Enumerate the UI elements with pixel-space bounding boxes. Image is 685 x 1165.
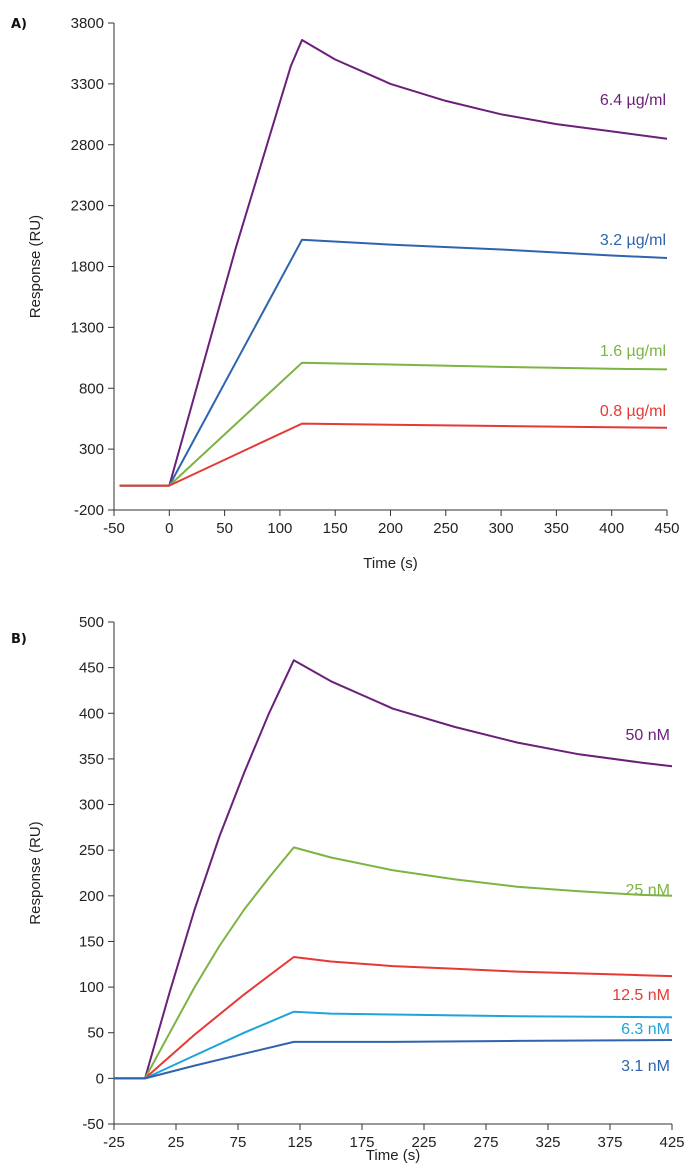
x-tick-label: 350 <box>544 520 569 537</box>
y-tick-label: 3800 <box>71 15 104 32</box>
series-line <box>114 846 673 1080</box>
y-tick-label: 2300 <box>71 198 104 215</box>
x-tick-label: 25 <box>168 1134 185 1151</box>
panel-label: A) <box>11 17 27 32</box>
x-axis-title: Time (s) <box>363 555 417 572</box>
y-tick-label: 450 <box>79 660 104 677</box>
series-label: 3.1 nM <box>621 1058 670 1075</box>
y-tick-label: -50 <box>82 1116 104 1133</box>
y-tick-label: 2800 <box>71 137 104 154</box>
series-label: 12.5 nM <box>612 987 670 1004</box>
x-tick-label: 275 <box>473 1134 498 1151</box>
y-tick-label: 0 <box>96 1070 104 1087</box>
series-label: 1.6 µg/ml <box>600 343 666 360</box>
y-tick-label: 350 <box>79 751 104 768</box>
series-label: 0.8 µg/ml <box>600 403 666 420</box>
y-axis-title: Response (RU) <box>27 215 44 318</box>
series-label: 25 nM <box>626 882 670 899</box>
chart-panel-b: B) -50 0 50 100 150 200 250 300 350 400 450 500 -25 25… <box>11 614 685 1164</box>
y-tick-label: 150 <box>79 933 104 950</box>
y-tick-label: 100 <box>79 979 104 996</box>
x-tick-label: 175 <box>349 1134 374 1151</box>
y-tick-label: 50 <box>87 1025 104 1042</box>
x-tick-label: 225 <box>411 1134 436 1151</box>
y-tick-label: 400 <box>79 705 104 722</box>
x-tick-label: 400 <box>599 520 624 537</box>
panel-label: B) <box>11 632 27 647</box>
y-tick-label: 1300 <box>71 319 104 336</box>
series-line <box>114 659 673 1080</box>
series-label: 6.3 nM <box>621 1021 670 1038</box>
x-tick-label: 425 <box>659 1134 684 1151</box>
series-line <box>114 1010 673 1080</box>
y-tick-label: -200 <box>74 502 104 519</box>
x-tick-label: 250 <box>433 520 458 537</box>
y-axis-title: Response (RU) <box>27 821 44 924</box>
x-tick-label: 150 <box>323 520 348 537</box>
y-tick-label: 3300 <box>71 76 104 93</box>
series-line <box>119 39 668 487</box>
y-tick-label: 250 <box>79 842 104 859</box>
series-label: 50 nM <box>626 727 670 744</box>
y-tick-label: 300 <box>79 797 104 814</box>
series-label: 6.4 µg/ml <box>600 92 666 109</box>
y-tick-label: 800 <box>79 380 104 397</box>
y-tick-label: 300 <box>79 441 104 458</box>
x-tick-label: 75 <box>230 1134 247 1151</box>
x-tick-label: 125 <box>287 1134 312 1151</box>
series-label: 3.2 µg/ml <box>600 232 666 249</box>
x-tick-label: 325 <box>535 1134 560 1151</box>
y-tick-label: 500 <box>79 614 104 631</box>
x-tick-label: 200 <box>378 520 403 537</box>
series-line <box>119 422 668 487</box>
y-tick-label: 1800 <box>71 259 104 276</box>
x-tick-label: 375 <box>597 1134 622 1151</box>
x-tick-label: 0 <box>165 520 173 537</box>
x-axis-title: Time (s) <box>366 1147 420 1164</box>
x-tick-label: 50 <box>216 520 233 537</box>
x-tick-label: -50 <box>103 520 125 537</box>
x-tick-label: 450 <box>654 520 679 537</box>
series-line <box>114 1039 673 1080</box>
x-tick-label: -25 <box>103 1134 125 1151</box>
x-tick-label: 100 <box>267 520 292 537</box>
series-line <box>114 956 673 1080</box>
chart-panel-a: A) -200 300 800 1300 1800 2300 2800 3300 3800 -50 0… <box>11 15 680 572</box>
x-tick-label: 300 <box>489 520 514 537</box>
series-line <box>119 238 668 487</box>
y-tick-label: 200 <box>79 888 104 905</box>
